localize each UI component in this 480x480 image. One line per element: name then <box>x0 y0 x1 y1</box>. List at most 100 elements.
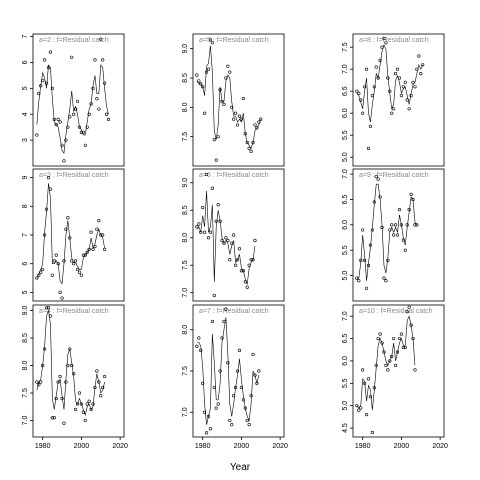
panel-frame <box>192 168 285 302</box>
data-point <box>203 230 207 234</box>
data-point <box>364 413 369 417</box>
data-point <box>241 398 245 402</box>
data-point <box>222 319 226 324</box>
data-point <box>91 86 95 90</box>
data-point <box>197 336 201 340</box>
data-point <box>247 146 251 150</box>
data-point <box>372 200 376 204</box>
data-point <box>43 58 47 62</box>
data-point <box>380 45 384 49</box>
data-point <box>411 336 415 341</box>
x-tick-label: 2020 <box>112 443 128 450</box>
y-tick-label: 7.5 <box>22 388 29 398</box>
data-point <box>83 253 87 257</box>
y-tick-label: 5.0 <box>342 271 349 281</box>
fitted-line <box>196 317 260 425</box>
data-point <box>224 236 228 240</box>
data-point <box>415 67 419 71</box>
data-point <box>44 207 49 211</box>
data-point <box>201 85 205 89</box>
data-point <box>376 336 380 341</box>
data-point <box>388 359 392 363</box>
y-tick-label: 7.0 <box>342 64 349 74</box>
data-point <box>83 143 87 147</box>
data-point <box>201 205 205 210</box>
panel-title: a=6 : f=Residual catch <box>199 172 269 179</box>
data-point <box>95 369 99 373</box>
data-point <box>407 305 411 309</box>
data-point <box>368 243 373 247</box>
y-tick-label: 4 <box>22 112 29 116</box>
data-point <box>366 146 371 150</box>
data-point <box>204 431 209 435</box>
data-point <box>228 418 232 423</box>
x-tick-label: 2000 <box>394 443 410 450</box>
data-point <box>239 269 244 273</box>
data-point <box>401 85 405 89</box>
data-point <box>206 414 211 418</box>
data-point <box>218 88 222 92</box>
data-point <box>253 238 257 243</box>
y-tick-label: 5.5 <box>342 130 349 140</box>
data-point <box>382 350 386 354</box>
data-point <box>235 369 240 373</box>
data-point <box>239 117 244 121</box>
y-tick-label: 6 <box>22 60 29 64</box>
data-point <box>374 363 378 368</box>
data-point <box>226 361 230 365</box>
y-tick-label: 8.0 <box>182 325 189 335</box>
data-point <box>46 306 51 310</box>
data-point <box>216 135 220 139</box>
data-point <box>405 310 409 314</box>
data-point <box>197 79 201 83</box>
y-tick-label: 8.0 <box>182 102 189 112</box>
data-point <box>58 290 62 294</box>
panel: a=2 : f=Residual catch 3 4 5 6 7 <box>22 33 125 167</box>
data-point <box>245 418 249 423</box>
data-point <box>249 394 253 398</box>
data-point <box>395 67 400 71</box>
data-point <box>392 233 396 237</box>
data-point <box>411 80 415 85</box>
data-point <box>370 430 374 435</box>
data-point <box>368 395 373 399</box>
data-point <box>220 99 224 104</box>
data-point <box>401 238 405 242</box>
data-point <box>73 407 78 412</box>
y-tick-label: 6.5 <box>342 86 349 96</box>
data-point <box>48 50 53 54</box>
data-point <box>106 117 111 122</box>
data-point <box>97 219 101 223</box>
data-point <box>199 82 203 86</box>
data-point <box>403 248 407 252</box>
data-point <box>393 223 398 227</box>
data-point <box>103 81 107 85</box>
data-point <box>203 111 207 115</box>
data-point <box>97 107 101 111</box>
data-point <box>251 258 255 262</box>
data-point <box>392 107 396 111</box>
data-point <box>41 78 45 83</box>
y-tick-label: 5.5 <box>342 378 349 388</box>
data-point <box>372 386 376 390</box>
data-point <box>204 172 209 177</box>
data-point <box>417 54 421 58</box>
data-point <box>210 319 214 324</box>
data-point <box>56 117 60 122</box>
data-point <box>35 380 39 384</box>
data-point <box>251 352 255 357</box>
data-point <box>50 416 54 420</box>
y-tick-label: 9.0 <box>182 44 189 54</box>
y-tick-label: 6.0 <box>342 108 349 118</box>
data-point <box>77 391 82 395</box>
data-point <box>374 175 378 179</box>
data-point <box>201 381 205 385</box>
panel-frame <box>192 304 285 438</box>
data-point <box>230 105 234 109</box>
data-point <box>395 233 400 237</box>
data-point <box>81 130 85 134</box>
data-point <box>85 402 89 406</box>
data-point <box>363 381 367 385</box>
data-point <box>399 93 404 98</box>
data-point <box>241 269 245 273</box>
